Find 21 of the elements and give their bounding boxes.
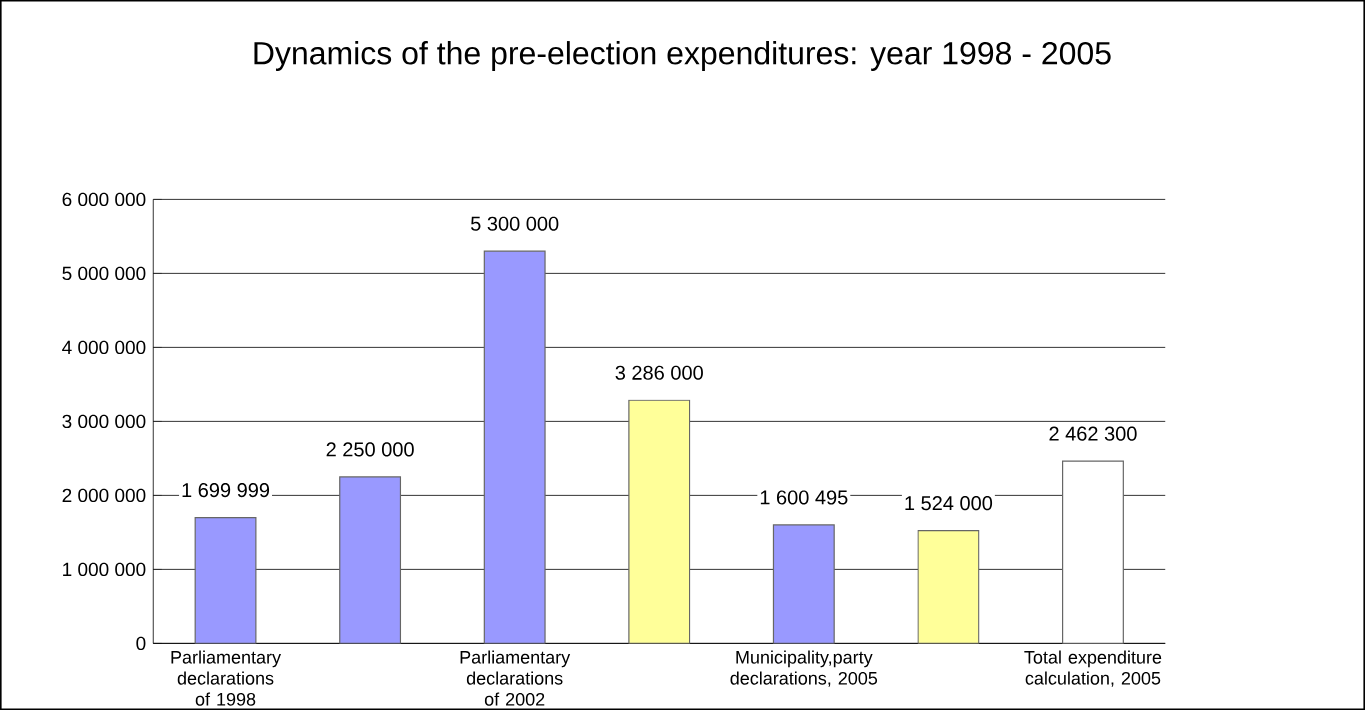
chart-title: Dynamics of the pre-election expenditures: year 1998 - 2005 <box>254 41 1111 71</box>
data-label: 1 600 495 <box>760 490 848 505</box>
y-tick-label: 0 <box>136 636 146 651</box>
data-label: 2 250 000 <box>326 442 414 457</box>
x-tick-label: Parliamentary declarations of 1998 <box>171 650 282 706</box>
y-tick-label: 6 000 000 <box>62 192 146 207</box>
data-label: 3 286 000 <box>615 365 703 380</box>
data-label: 2 462 300 <box>1049 426 1137 441</box>
data-label: 1 699 999 <box>182 483 270 498</box>
y-tick-label: 5 000 000 <box>62 266 146 281</box>
x-tick-label: Total expenditure calculation, 2005 <box>1024 650 1162 687</box>
data-label: 1 524 000 <box>905 496 993 511</box>
y-tick-label: 3 000 000 <box>62 414 146 429</box>
x-tick-label: Municipality,party declarations, 2005 <box>730 650 878 687</box>
bar <box>1062 460 1124 644</box>
data-label: 5 300 000 <box>471 216 559 231</box>
bar <box>917 530 980 644</box>
y-tick-label: 4 000 000 <box>62 340 146 355</box>
y-tick-label: 2 000 000 <box>62 488 146 503</box>
y-tick-label: 1 000 000 <box>63 562 146 577</box>
x-tick-label: Parliamentary declarations of 2002 <box>460 650 571 706</box>
